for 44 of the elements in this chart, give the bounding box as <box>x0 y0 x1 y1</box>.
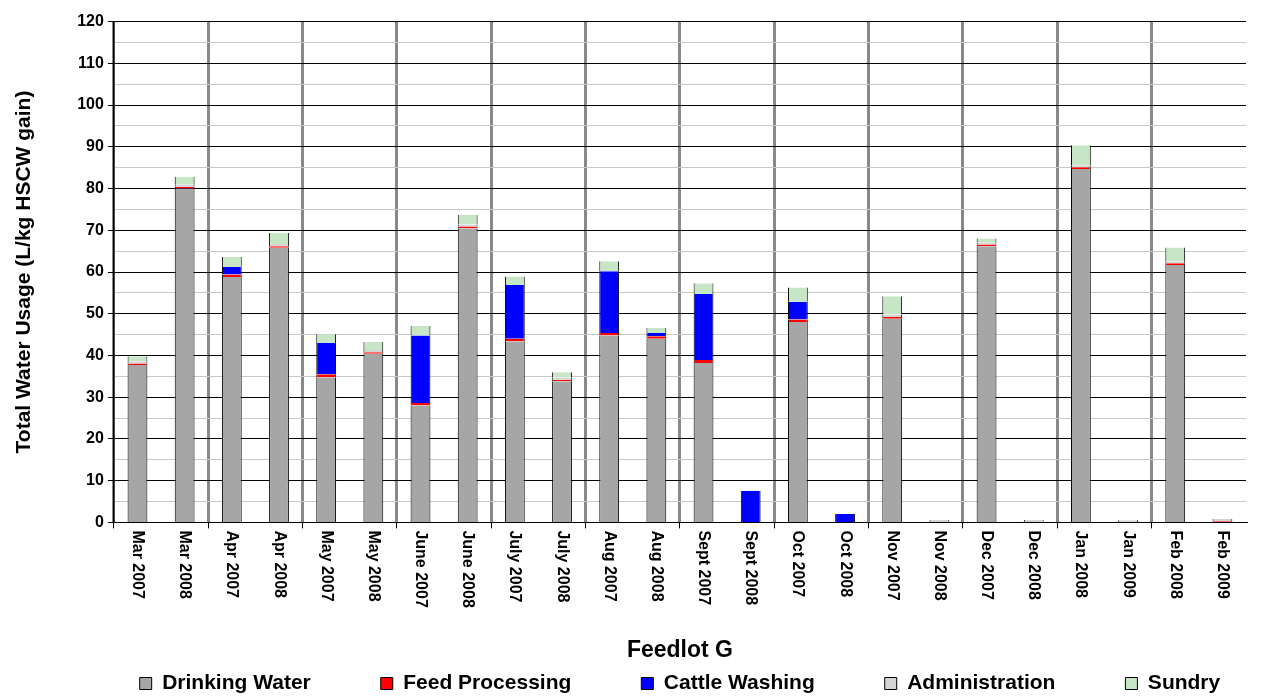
y-tick-label: 10 <box>86 471 104 489</box>
x-tick-label: Feb 2008 <box>1167 530 1185 599</box>
legend-label: Administration <box>907 670 1056 694</box>
legend-label: Sundry <box>1147 670 1221 694</box>
x-tick-label: Nov 2008 <box>931 530 949 601</box>
x-tick-label: Dec 2008 <box>1026 530 1044 600</box>
y-tick-label: 80 <box>86 178 104 196</box>
x-tick-label: Feb 2009 <box>1215 530 1233 599</box>
y-tick-label: 30 <box>86 387 104 405</box>
x-tick-label: Apr 2007 <box>224 530 242 599</box>
legend-label: Cattle Washing <box>663 670 815 694</box>
x-tick-label: Mar 2007 <box>130 530 148 599</box>
y-tick-label: 120 <box>77 12 104 30</box>
x-tick-label: Jan 2009 <box>1120 530 1138 599</box>
legend-label: Feed Processing <box>403 670 572 694</box>
x-tick-label: May 2008 <box>365 530 383 602</box>
x-tick-label: Aug 2007 <box>601 530 619 602</box>
x-tick-label: Jan 2008 <box>1073 530 1091 599</box>
x-tick-label: Oct 2007 <box>790 530 808 598</box>
y-tick-label: 20 <box>86 429 104 447</box>
x-axis-title: Feedlot G <box>626 635 733 662</box>
x-tick-label: May 2007 <box>318 530 336 602</box>
y-tick-label: 40 <box>86 345 104 363</box>
x-tick-label: Mar 2008 <box>177 530 195 599</box>
x-tick-label: Sept 2008 <box>743 530 761 606</box>
x-tick-label: Sept 2007 <box>696 530 714 606</box>
y-tick-label: 0 <box>94 512 104 530</box>
x-tick-label: Oct 2008 <box>837 530 855 598</box>
x-tick-label: Nov 2007 <box>884 530 902 601</box>
y-tick-label: 70 <box>86 220 104 238</box>
x-tick-label: Aug 2008 <box>648 530 666 602</box>
y-tick-label: 110 <box>78 53 104 71</box>
x-tick-label: July 2008 <box>554 530 572 603</box>
x-tick-label: June 2007 <box>413 530 431 608</box>
y-tick-label: 50 <box>86 304 104 322</box>
x-tick-label: June 2008 <box>460 530 478 608</box>
y-axis-title: Total Water Usage (L/kg HSCW gain) <box>11 90 35 454</box>
x-tick-label: Apr 2008 <box>271 530 289 599</box>
legend-label: Drinking Water <box>162 670 311 694</box>
y-tick-label: 100 <box>77 95 104 113</box>
y-tick-label: 60 <box>86 262 104 280</box>
x-tick-label: July 2007 <box>507 530 525 603</box>
y-tick-label: 90 <box>86 137 104 155</box>
x-tick-label: Dec 2007 <box>979 530 997 600</box>
